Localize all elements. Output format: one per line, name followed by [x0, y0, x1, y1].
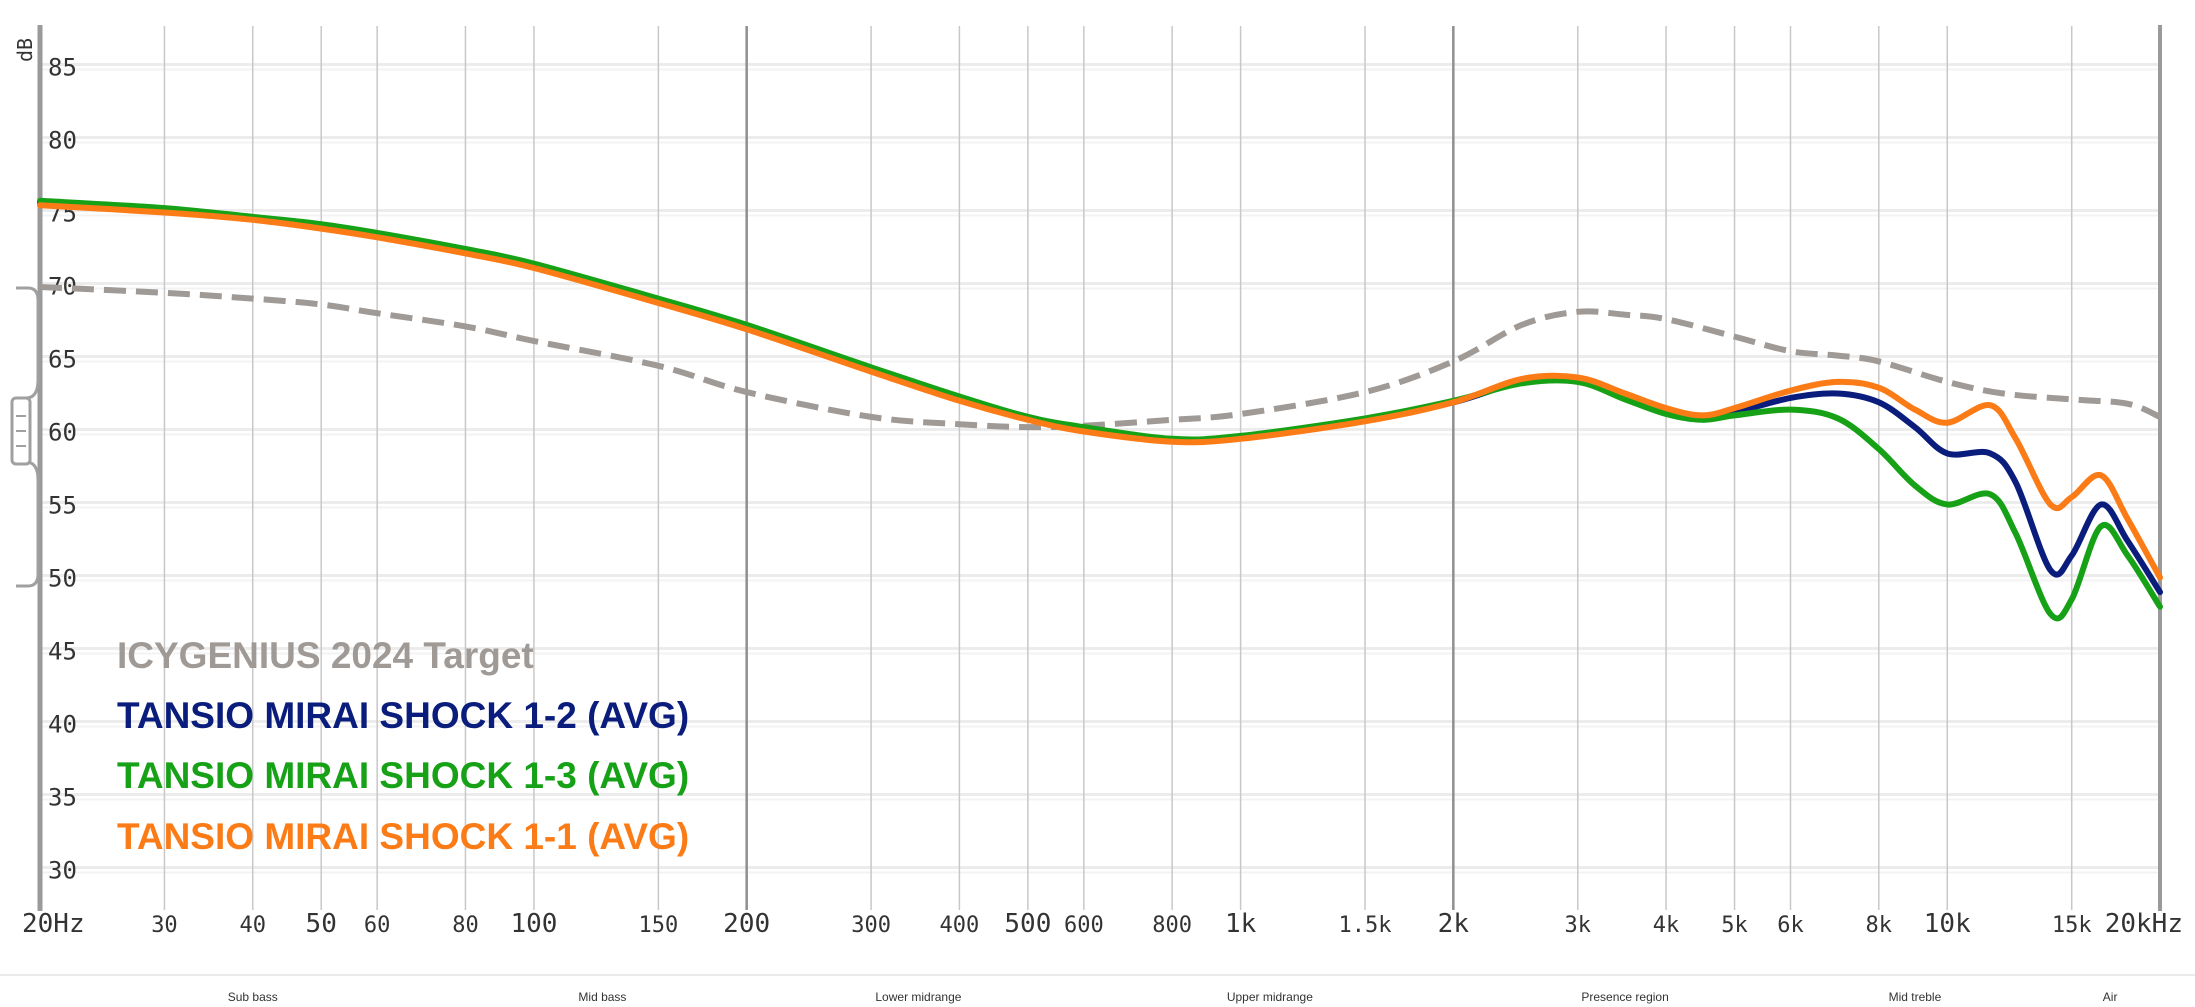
- y-tick-label: 80: [48, 127, 77, 155]
- frequency-bands: Sub bass Mid bass Lower midrange Upper midr…: [0, 974, 2195, 1004]
- x-tick-label: 15k: [2052, 913, 2092, 938]
- y-tick-label: 85: [48, 54, 77, 82]
- x-tick-label: 400: [940, 913, 980, 938]
- series-lines: [37, 197, 2163, 622]
- x-tick-label: 500: [1004, 909, 1051, 939]
- x-tick-label: 1.5k: [1339, 913, 1392, 938]
- y-tick-label: 50: [48, 565, 77, 593]
- x-tick-label: 200: [723, 909, 770, 939]
- x-tick-label: 8k: [1866, 913, 1893, 938]
- y-tick-label: 35: [48, 784, 77, 812]
- x-tick-label: 6k: [1777, 913, 1804, 938]
- y-tick-label: 60: [48, 419, 77, 447]
- legend: ICYGENIUS 2024 Target TANSIO MIRAI SHOCK …: [117, 635, 689, 857]
- x-tick-label: 40: [239, 913, 266, 938]
- series-line-2: [37, 199, 2163, 596]
- band-label: Upper midrange: [1227, 990, 1313, 1004]
- x-tick-label: 150: [639, 913, 679, 938]
- x-tick-label: 100: [510, 909, 557, 939]
- x-tick-label: 60: [364, 913, 391, 938]
- y-scroll-handle[interactable]: [10, 286, 40, 588]
- legend-entry-2: TANSIO MIRAI SHOCK 1-2 (AVG): [117, 695, 689, 736]
- series-line-1: [39, 284, 2162, 431]
- x-tick-label: 10k: [1924, 909, 1971, 939]
- scroll-bracket[interactable]: [16, 286, 40, 588]
- y-tick-label: 55: [48, 492, 77, 520]
- x-tick-label: 3k: [1565, 913, 1592, 938]
- y-tick-label: 65: [48, 346, 77, 374]
- band-label: Presence region: [1581, 990, 1668, 1004]
- band-label: Mid treble: [1889, 990, 1942, 1004]
- x-tick-label: 800: [1152, 913, 1192, 938]
- legend-entry-1: ICYGENIUS 2024 Target: [117, 635, 534, 676]
- y-tick-label: 40: [48, 711, 77, 739]
- x-tick-label: 5k: [1721, 913, 1748, 938]
- band-label: Mid bass: [578, 990, 626, 1004]
- y-tick-label: 30: [48, 857, 77, 885]
- series-line-3: [37, 197, 2163, 622]
- band-label: Air: [2103, 990, 2118, 1004]
- y-tick-label: 45: [48, 638, 77, 666]
- y-axis-label: dB: [13, 38, 37, 62]
- x-tick-label: 20kHz: [2105, 909, 2183, 939]
- series-line-4: [37, 202, 2163, 581]
- x-tick-label: 30: [151, 913, 178, 938]
- x-tick-label: 80: [452, 913, 479, 938]
- band-label: Lower midrange: [875, 990, 961, 1004]
- x-tick-label: 4k: [1653, 913, 1680, 938]
- x-tick-label: 20Hz: [22, 909, 85, 939]
- x-tick-label: 2k: [1438, 909, 1470, 939]
- x-tick-label: 300: [851, 913, 891, 938]
- x-tick-label: 1k: [1225, 909, 1257, 939]
- x-tick-label: 600: [1064, 913, 1104, 938]
- legend-entry-3: TANSIO MIRAI SHOCK 1-3 (AVG): [117, 755, 689, 796]
- x-tick-label: 50: [306, 909, 337, 939]
- band-label: Sub bass: [228, 990, 278, 1004]
- legend-entry-4: TANSIO MIRAI SHOCK 1-1 (AVG): [117, 816, 689, 857]
- grid: [40, 26, 2160, 910]
